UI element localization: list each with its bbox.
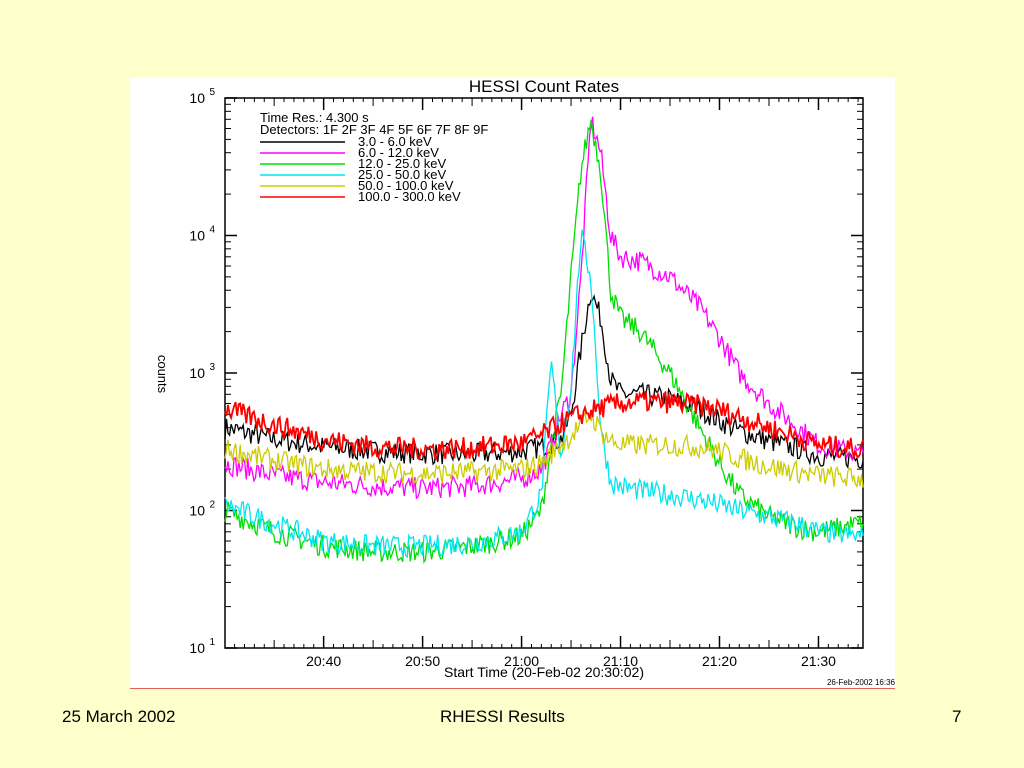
plot-date-stamp: 26-Feb-2002 16:36 bbox=[827, 678, 895, 687]
x-tick-label: 20:40 bbox=[306, 653, 341, 669]
x-axis-label: Start Time (20-Feb-02 20:30:02) bbox=[444, 664, 644, 680]
y-tick-exponent: 1 bbox=[209, 637, 215, 648]
x-axis-ticks: 20:40 20:50 21:00 21:10 21:20 21:30 bbox=[234, 98, 859, 669]
y-tick-exponent: 2 bbox=[209, 500, 215, 511]
x-tick-label: 21:00 bbox=[504, 653, 539, 669]
annotation-time-res: Time Res.: 4.300 s bbox=[260, 110, 369, 125]
y-tick-label: 10 bbox=[189, 228, 205, 244]
plot-frame bbox=[224, 97, 864, 649]
footer-page-number: 7 bbox=[952, 707, 962, 726]
slide-divider bbox=[130, 688, 895, 689]
y-tick-label: 10 bbox=[189, 640, 205, 656]
series-line bbox=[224, 229, 864, 559]
legend-label: 6.0 - 12.0 keV bbox=[358, 145, 439, 160]
legend-label: 12.0 - 25.0 keV bbox=[358, 156, 446, 171]
y-axis-label: counts bbox=[155, 355, 170, 394]
annotation-detectors: Detectors: 1F 2F 3F 4F 5F 6F 7F 8F 9F bbox=[260, 122, 488, 137]
x-tick-label: 21:30 bbox=[801, 653, 836, 669]
series-line bbox=[224, 410, 864, 489]
x-tick-label: 21:10 bbox=[603, 653, 638, 669]
footer-date: 25 March 2002 bbox=[62, 707, 176, 726]
y-tick-label: 10 bbox=[189, 365, 205, 381]
y-tick-exponent: 3 bbox=[209, 362, 215, 373]
legend-label: 3.0 - 6.0 keV bbox=[358, 134, 432, 149]
y-axis-ticks: 10 1 10 2 10 3 10 4 10 5 bbox=[189, 87, 863, 656]
legend-label: 50.0 - 100.0 keV bbox=[358, 178, 454, 193]
series-line bbox=[224, 390, 864, 461]
x-tick-label: 21:20 bbox=[702, 653, 737, 669]
series-line bbox=[224, 119, 864, 564]
plot-panel: HESSI Count Rates 10 1 10 2 10 3 10 4 10 5 20:40 2… bbox=[130, 78, 895, 688]
x-tick-label: 20:50 bbox=[405, 653, 440, 669]
chart-title: HESSI Count Rates bbox=[469, 78, 619, 96]
y-tick-exponent: 4 bbox=[209, 225, 215, 236]
y-tick-exponent: 5 bbox=[209, 87, 215, 98]
series-lines bbox=[224, 116, 864, 564]
legend-label: 25.0 - 50.0 keV bbox=[358, 167, 446, 182]
y-tick-label: 10 bbox=[189, 90, 205, 106]
legend-label: 100.0 - 300.0 keV bbox=[358, 189, 461, 204]
footer-title: RHESSI Results bbox=[440, 707, 565, 726]
y-tick-label: 10 bbox=[189, 503, 205, 519]
